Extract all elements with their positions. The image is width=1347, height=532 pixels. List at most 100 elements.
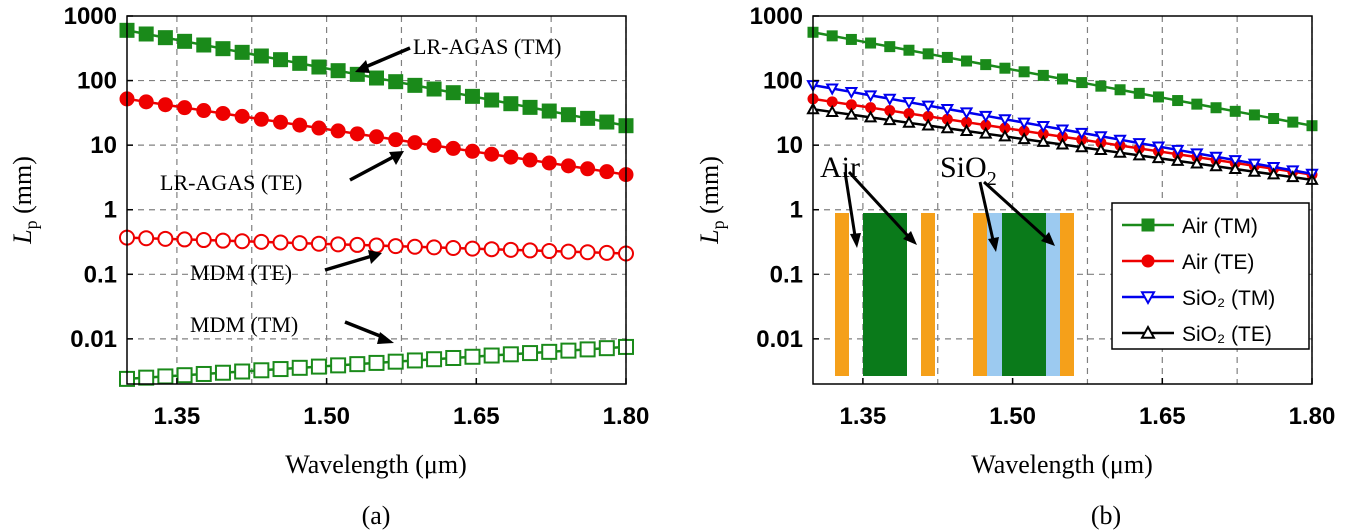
data-point (310, 358, 327, 375)
data-point (234, 44, 250, 60)
ylabel-symbol: L (695, 229, 724, 244)
data-point (234, 363, 251, 380)
data-point (215, 41, 231, 57)
data-point (844, 86, 859, 100)
x-tick-label: 1.50 (303, 403, 350, 430)
data-point (406, 238, 423, 255)
data-point (387, 353, 404, 370)
data-point (1191, 98, 1203, 110)
legend-entry: SiO₂ (TE) (1122, 323, 1272, 346)
data-point (502, 346, 519, 363)
data-point (560, 342, 577, 359)
data-point (234, 108, 250, 124)
y-tick-label: 100 (763, 68, 803, 95)
x-tick-label: 1.35 (154, 403, 201, 430)
inset-air-right-metal (921, 213, 935, 376)
annotation-arrow-head (389, 151, 404, 165)
data-point (483, 241, 500, 258)
data-point (253, 111, 269, 127)
data-point (369, 129, 384, 145)
legend-entry: SiO₂ (TM) (1122, 287, 1275, 310)
data-point (1036, 121, 1051, 134)
data-point (940, 104, 955, 117)
panel-b-series (806, 26, 1319, 185)
data-point (196, 103, 212, 119)
data-point (1210, 102, 1222, 114)
data-point (426, 351, 443, 368)
data-point (1057, 73, 1068, 85)
inset-air-left-metal (835, 213, 849, 376)
arrow-line (847, 170, 910, 238)
annotation-arrow-line (344, 320, 386, 340)
data-point (292, 117, 308, 133)
data-point (998, 114, 1012, 127)
data-point (502, 241, 519, 258)
data-point (157, 368, 174, 385)
data-point (1132, 138, 1146, 151)
data-point (369, 70, 384, 86)
data-point (1247, 158, 1262, 171)
data-point (980, 59, 992, 71)
inset-sio2-arrows (978, 180, 1055, 252)
data-point (902, 97, 916, 110)
data-point (1268, 113, 1280, 125)
data-point (579, 341, 596, 358)
data-point (273, 52, 289, 68)
y-tick-label: 0.1 (770, 261, 803, 288)
data-point (176, 231, 193, 248)
data-point (464, 143, 480, 159)
y-tick-label: 10 (90, 132, 117, 159)
data-point (464, 88, 480, 104)
annotation-arrow-head (377, 332, 394, 344)
data-point (426, 239, 443, 256)
inset-air-core (863, 213, 907, 376)
data-point (1151, 151, 1166, 164)
inset-label-sio2-main: SiO (940, 151, 987, 184)
data-point (522, 345, 539, 362)
data-point (195, 232, 212, 249)
data-point (138, 369, 155, 386)
inset-label-sio2: SiO2 (940, 151, 997, 190)
data-point (503, 96, 519, 112)
data-point (214, 364, 231, 381)
data-point (483, 347, 500, 364)
inset-air-structure (835, 213, 935, 376)
data-point (234, 233, 251, 250)
data-point (999, 62, 1011, 74)
annotation-arrow-head (355, 60, 370, 73)
y-tick-label: 1 (790, 197, 803, 224)
data-point (407, 135, 423, 151)
ylabel-unit: (mm) (695, 156, 724, 220)
data-point (484, 146, 500, 162)
data-point (253, 362, 270, 379)
y-tick-label: 100 (77, 68, 117, 95)
legend-marker (1140, 291, 1156, 306)
y-tick-label: 10 (776, 132, 803, 159)
data-point (599, 114, 615, 130)
data-point (844, 107, 859, 120)
data-point (1172, 95, 1184, 107)
y-tick-label: 0.1 (84, 261, 117, 288)
ylabel-symbol: L (8, 229, 37, 244)
panel-b-xlabel: Wavelength (μm) (971, 450, 1153, 479)
data-point (484, 92, 500, 108)
arrow-line (982, 180, 1048, 240)
legend-entries: Air (TM) Air (TE) SiO₂ (TM) SiO₂ (TE) (1122, 215, 1275, 346)
data-point (407, 77, 423, 93)
data-point (1190, 148, 1204, 161)
data-point (503, 149, 519, 165)
data-point (388, 132, 404, 148)
panel-a-frame (126, 15, 627, 385)
data-point (1133, 87, 1145, 99)
data-point (865, 37, 877, 49)
data-point (330, 63, 346, 79)
data-point (599, 164, 615, 180)
data-point (330, 123, 346, 139)
data-point (1248, 109, 1260, 121)
y-tick-label: 0.01 (756, 326, 803, 353)
panel-a-ylabel: Lp (mm) (8, 156, 41, 245)
panel-b-ticks: 1.35 1.50 1.65 1.80 0.01 0.1 1 10 100 1000 (750, 3, 1336, 430)
annotation-text: LR-AGAS (TE) (160, 170, 302, 195)
data-point (979, 126, 993, 139)
